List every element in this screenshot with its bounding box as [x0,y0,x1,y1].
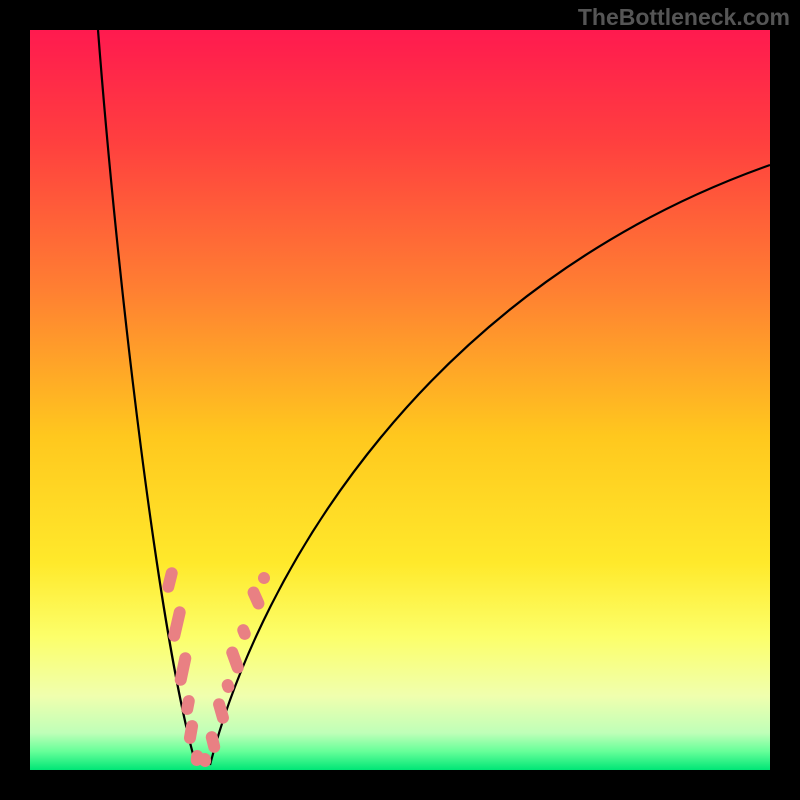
bottleneck-plot [0,0,800,800]
plot-background [30,30,770,770]
watermark-text: TheBottleneck.com [578,4,790,31]
chart-canvas: TheBottleneck.com [0,0,800,800]
